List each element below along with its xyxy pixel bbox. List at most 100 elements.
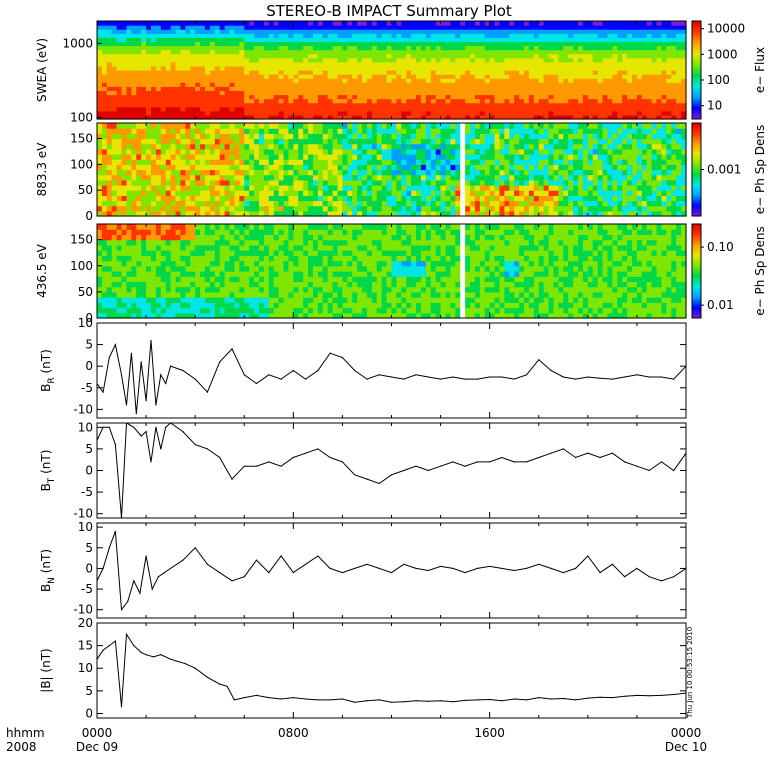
heatmap-cell xyxy=(347,82,353,87)
heatmap-cell xyxy=(160,195,167,202)
plot-title: STEREO-B IMPACT Summary Plot xyxy=(266,2,512,20)
heatmap-cell xyxy=(489,114,496,120)
heatmap-cell xyxy=(509,78,515,83)
heatmap-cell xyxy=(592,53,599,59)
heatmap-cell xyxy=(474,98,481,104)
heatmap-cell xyxy=(636,29,643,34)
heatmap-cell xyxy=(97,65,103,71)
heatmap-cell xyxy=(121,70,128,75)
heatmap-cell xyxy=(131,33,137,38)
heatmap-cell xyxy=(435,110,442,116)
heatmap-cell xyxy=(425,90,432,96)
heatmap-cell xyxy=(283,49,290,55)
heatmap-cell xyxy=(258,78,265,83)
heatmap-cell xyxy=(636,70,643,75)
heatmap-cell xyxy=(465,148,471,155)
heatmap-cell xyxy=(592,61,599,67)
heatmap-cell xyxy=(121,37,128,43)
heatmap-cell xyxy=(97,205,103,212)
heatmap-cell xyxy=(327,148,334,155)
heatmap-cell xyxy=(499,70,505,75)
heatmap-cell xyxy=(617,154,623,160)
heatmap-cell xyxy=(146,190,152,196)
heatmap-cell xyxy=(322,110,329,116)
heatmap-cell xyxy=(303,90,309,96)
heatmap-cell xyxy=(126,174,132,181)
heatmap-cell xyxy=(347,70,353,75)
heatmap-cell xyxy=(116,138,123,145)
heatmap-cell xyxy=(474,110,481,116)
heatmap-cell xyxy=(641,200,648,207)
heatmap-cell xyxy=(465,41,471,47)
heatmap-cell xyxy=(440,154,447,160)
heatmap-cell xyxy=(666,94,672,100)
heatmap-cell xyxy=(636,200,643,207)
heatmap-cell xyxy=(671,61,677,67)
heatmap-cell xyxy=(474,49,481,55)
heatmap-cell xyxy=(416,86,422,92)
heatmap-cell xyxy=(636,82,643,87)
heatmap-cell xyxy=(401,94,407,100)
heatmap-cell xyxy=(656,74,663,79)
heatmap-cell xyxy=(538,61,545,67)
heatmap-cell xyxy=(327,102,334,108)
heatmap-cell xyxy=(111,190,118,196)
heatmap-cell xyxy=(656,164,663,171)
heatmap-cell xyxy=(435,102,442,108)
heatmap-cell xyxy=(651,37,658,43)
heatmap-cell xyxy=(558,33,564,38)
heatmap-cell xyxy=(170,205,177,212)
heatmap-cell xyxy=(509,98,515,104)
heatmap-cell xyxy=(553,195,559,202)
heatmap-cell xyxy=(445,148,451,155)
heatmap-cell xyxy=(470,164,476,171)
heatmap-cell xyxy=(362,138,368,145)
heatmap-cell xyxy=(288,33,294,38)
heatmap-cell xyxy=(430,106,437,112)
heatmap-cell xyxy=(568,61,574,67)
heatmap-cell xyxy=(597,53,604,59)
heatmap-cell xyxy=(435,33,442,38)
heatmap-cell xyxy=(543,29,550,34)
heatmap-cell xyxy=(391,179,398,186)
heatmap-cell xyxy=(460,200,466,207)
heatmap-cell xyxy=(538,110,545,116)
heatmap-cell xyxy=(224,174,231,181)
heatmap-cell xyxy=(406,29,412,34)
heatmap-cell xyxy=(303,169,309,176)
heatmap-cell xyxy=(366,98,373,104)
heatmap-cell xyxy=(195,138,201,145)
heatmap-cell xyxy=(180,94,186,100)
heatmap-cell xyxy=(381,86,388,92)
heatmap-cell xyxy=(347,205,353,212)
heatmap-cell xyxy=(455,57,461,63)
heatmap-cell xyxy=(244,110,250,116)
heatmap-cell xyxy=(254,45,260,51)
heatmap-cell xyxy=(121,185,128,191)
heatmap-cell xyxy=(435,159,442,165)
heatmap-cell xyxy=(582,169,589,176)
heatmap-cell xyxy=(332,90,339,96)
heatmap-cell xyxy=(254,25,260,30)
heatmap-cell xyxy=(258,164,265,171)
heatmap-cell xyxy=(563,70,569,75)
heatmap-cell xyxy=(352,78,358,83)
heatmap-cell xyxy=(568,37,574,43)
heatmap-cell xyxy=(263,70,270,75)
heatmap-cell xyxy=(641,143,648,150)
heatmap-cell xyxy=(381,174,388,181)
heatmap-cell xyxy=(484,114,491,120)
heatmap-cell xyxy=(283,98,290,104)
heatmap-cell xyxy=(460,133,466,140)
heatmap-cell xyxy=(347,65,353,71)
heatmap-cell xyxy=(519,106,525,112)
heatmap-cell xyxy=(273,128,280,134)
heatmap-cell xyxy=(558,25,564,30)
heatmap-cell xyxy=(563,82,569,87)
heatmap-cell xyxy=(504,195,510,202)
heatmap-cell xyxy=(278,190,285,196)
heatmap-cell xyxy=(632,138,638,145)
heatmap-cell xyxy=(479,21,486,26)
heatmap-cell xyxy=(578,53,584,59)
heatmap-cell xyxy=(425,74,432,79)
